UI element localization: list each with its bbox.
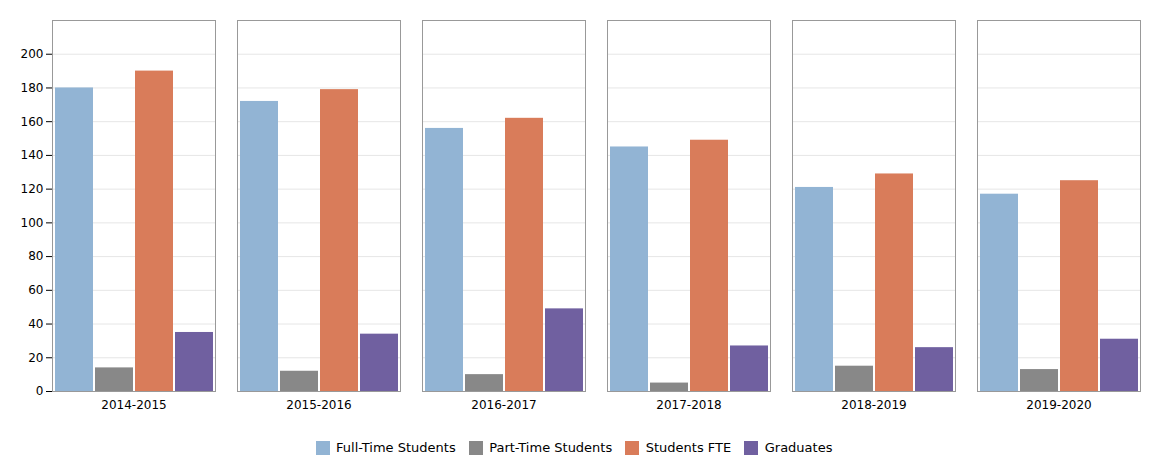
svg-text:200: 200 — [21, 47, 44, 61]
svg-text:0: 0 — [36, 384, 44, 398]
svg-text:2019-2020: 2019-2020 — [1026, 398, 1091, 412]
svg-text:2018-2019: 2018-2019 — [841, 398, 906, 412]
svg-text:80: 80 — [28, 249, 43, 263]
svg-text:60: 60 — [28, 283, 43, 297]
svg-text:100: 100 — [21, 216, 44, 230]
svg-text:120: 120 — [21, 182, 44, 196]
html-text:Part-Time Students: Part-Time Students — [489, 440, 613, 455]
svg-text:140: 140 — [21, 148, 44, 162]
svg-text:160: 160 — [21, 115, 44, 129]
html-text:Students FTE: Students FTE — [645, 440, 732, 455]
svg-text:180: 180 — [21, 81, 44, 95]
svg-text:2016-2017: 2016-2017 — [471, 398, 536, 412]
svg-text:2015-2016: 2015-2016 — [286, 398, 351, 412]
html-text:Graduates: Graduates — [764, 440, 833, 455]
svg-text:20: 20 — [28, 351, 43, 365]
svg-text:40: 40 — [28, 317, 43, 331]
svg-text:2017-2018: 2017-2018 — [656, 398, 721, 412]
svg-text:2014-2015: 2014-2015 — [101, 398, 166, 412]
html-text:Full-Time Students: Full-Time Students — [336, 440, 456, 455]
